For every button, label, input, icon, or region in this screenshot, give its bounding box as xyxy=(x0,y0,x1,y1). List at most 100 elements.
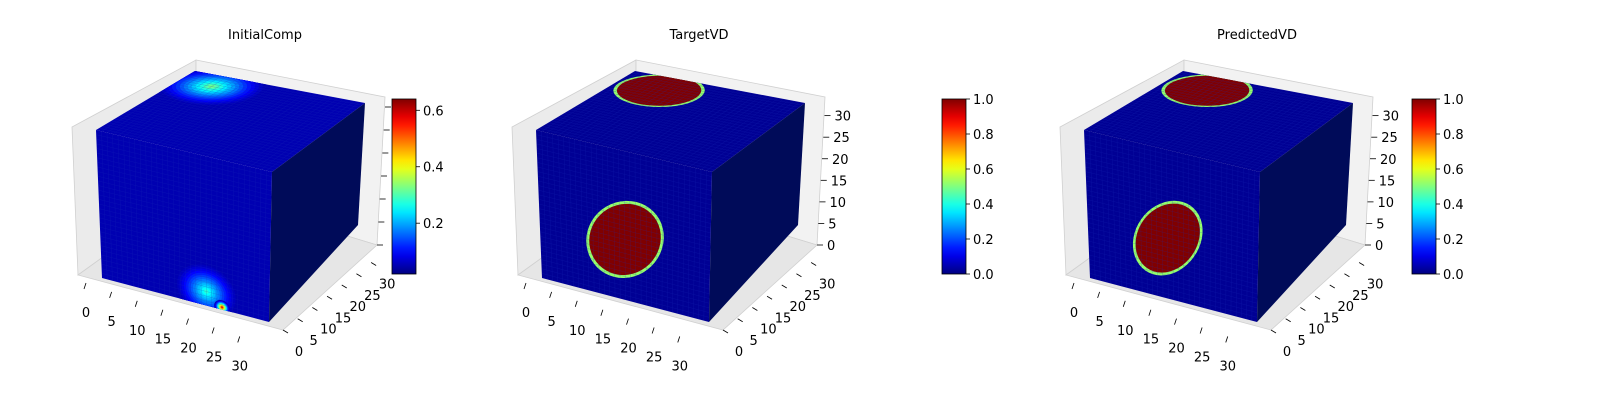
z-tick-label: 20 xyxy=(1380,153,1397,168)
colorbar-tick-label: 0.2 xyxy=(1443,233,1464,248)
colorbar-tick-label: 0.8 xyxy=(973,128,994,143)
x-tick-label: 15 xyxy=(155,333,172,348)
x-tick-mark xyxy=(211,327,215,334)
chart-title: PredictedVD xyxy=(1217,28,1297,43)
y-tick-label: 30 xyxy=(1367,278,1384,293)
y-tick-mark xyxy=(810,262,817,266)
y-tick-label: 0 xyxy=(295,345,303,360)
x-tick-label: 30 xyxy=(1219,359,1236,374)
y-tick-label: 15 xyxy=(775,311,792,326)
cube-side-face xyxy=(269,103,365,322)
feature-top xyxy=(1157,73,1257,109)
y-tick-mark xyxy=(737,318,743,323)
voxel-grid xyxy=(96,71,363,321)
voxel-grid xyxy=(536,71,803,321)
y-tick-mark xyxy=(312,307,318,311)
y-tick-label: 30 xyxy=(819,278,836,293)
colorbar-tick-label: 0.6 xyxy=(1443,163,1464,178)
y-tick-mark xyxy=(356,273,362,278)
x-tick-label: 10 xyxy=(569,324,586,339)
y-tick-label: 25 xyxy=(804,289,821,304)
colorbar-tick-label: 0.0 xyxy=(1443,268,1464,283)
colorbar-tick-label: 0.6 xyxy=(973,163,994,178)
x-tick-mark xyxy=(626,318,629,325)
cube-top-face xyxy=(536,71,805,172)
y-tick-label: 25 xyxy=(364,289,381,304)
axes-3d xyxy=(511,59,826,331)
y-tick-mark xyxy=(341,284,347,289)
y-tick-label: 20 xyxy=(1337,300,1354,315)
y-tick-label: 0 xyxy=(1283,345,1291,360)
x-tick-label: 5 xyxy=(107,315,115,330)
colorbar-gradient xyxy=(941,98,967,275)
y-tick-label: 20 xyxy=(349,300,366,315)
x-tick-label: 20 xyxy=(620,342,637,357)
z-tick-label: 25 xyxy=(833,131,850,146)
z-tick-label: 30 xyxy=(835,110,852,125)
x-tick-mark xyxy=(574,300,578,307)
x-tick-mark xyxy=(160,309,164,316)
x-tick-label: 20 xyxy=(180,342,197,357)
voxel-grid xyxy=(1084,71,1351,321)
y-tick-label: 5 xyxy=(310,334,318,349)
x-tick-label: 15 xyxy=(595,333,612,348)
x-tick-label: 0 xyxy=(522,306,530,321)
x-tick-mark xyxy=(109,291,113,299)
colorbar-tick-label: 0.6 xyxy=(423,104,444,119)
feature-top xyxy=(609,73,709,109)
colorbar-tick-label: 0.4 xyxy=(973,198,994,213)
x-tick-mark xyxy=(186,318,189,325)
y-tick-mark xyxy=(722,329,729,334)
colorbar-tick-label: 0.2 xyxy=(973,233,994,248)
feature-ring xyxy=(655,89,663,92)
y-tick-mark xyxy=(1285,318,1291,323)
feature-ring xyxy=(1164,235,1171,241)
cube-top-face xyxy=(1084,71,1353,172)
x-axis-ticks: 0 5 10 15 20 25 30 xyxy=(82,282,248,374)
x-tick-label: 20 xyxy=(1168,342,1185,357)
colorbar-tick-label: 0.4 xyxy=(1443,198,1464,213)
z-tick-label: 25 xyxy=(1381,131,1398,146)
z-axis-ticks: 0 5 10 15 20 25 30 xyxy=(1365,110,1399,254)
feature-ring xyxy=(1203,89,1211,92)
z-tick-label: 15 xyxy=(1379,174,1396,189)
y-tick-label: 30 xyxy=(379,278,396,293)
z-tick-label: 30 xyxy=(1383,110,1400,125)
y-tick-mark xyxy=(282,329,289,334)
y-tick-label: 5 xyxy=(750,334,758,349)
x-tick-label: 5 xyxy=(547,315,555,330)
y-tick-label: 0 xyxy=(735,345,743,360)
x-tick-label: 25 xyxy=(206,351,223,366)
colorbar-gradient xyxy=(1411,98,1437,275)
colorbar: 0.0 0.2 0.4 0.6 0.8 1.0 xyxy=(941,93,994,283)
y-tick-mark xyxy=(1300,307,1306,311)
x-tick-label: 5 xyxy=(1095,315,1103,330)
colorbar-tick-label: 1.0 xyxy=(973,93,994,108)
chart-title: InitialComp xyxy=(228,28,302,43)
x-tick-mark xyxy=(237,336,241,343)
chart-title: TargetVD xyxy=(668,28,728,43)
colorbar-gradient xyxy=(391,98,417,275)
feature-front xyxy=(583,197,667,282)
x-tick-mark xyxy=(83,282,87,290)
y-tick-mark xyxy=(752,307,758,311)
x-tick-mark xyxy=(600,309,604,316)
x-tick-mark xyxy=(1225,336,1229,343)
x-tick-mark xyxy=(1148,309,1152,316)
y-tick-label: 25 xyxy=(1352,289,1369,304)
x-axis-ticks: 0 5 10 15 20 25 30 xyxy=(522,282,688,374)
cube-top-face xyxy=(96,71,365,172)
x-tick-label: 10 xyxy=(129,324,146,339)
z-tick-label: 10 xyxy=(1378,196,1395,211)
y-tick-mark xyxy=(1358,262,1365,266)
cube-side-face xyxy=(1257,103,1353,322)
y-tick-label: 10 xyxy=(1308,323,1325,338)
z-tick-label: 15 xyxy=(831,174,848,189)
colorbar-tick-label: 1.0 xyxy=(1443,93,1464,108)
y-tick-label: 20 xyxy=(789,300,806,315)
